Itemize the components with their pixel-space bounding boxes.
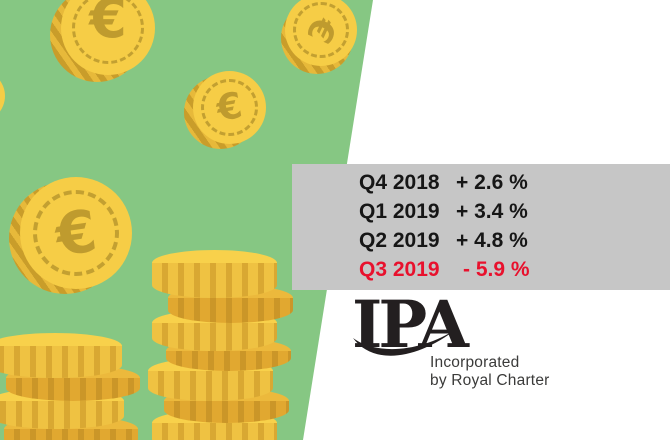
euro-coin-top: € — [50, 0, 155, 82]
ipa-logo-acronym: IPA — [352, 287, 471, 363]
euro-coin-middle: € — [184, 71, 266, 149]
coin-face: € — [285, 0, 357, 66]
quarter-row-negative: Q3 2019 - 5.9 % — [292, 255, 670, 284]
quarter-row: Q2 2019 + 4.8 % — [292, 226, 670, 255]
quarterly-figures-panel: Q4 2018 + 2.6 % Q1 2019 + 3.4 % Q2 2019 + 4… — [292, 164, 670, 290]
coin-face — [0, 70, 5, 122]
ipa-logo: IPA Incorporated by Royal Charter — [352, 287, 582, 397]
ipa-tagline: Incorporated by Royal Charter — [430, 354, 550, 389]
coin-dashed-ring — [33, 190, 119, 276]
euro-coin-left-sliver — [0, 70, 5, 122]
quarter-value: - 5.9 % — [463, 258, 530, 281]
euro-coin-rotated: € — [281, 0, 357, 74]
quarter-label: Q3 2019 — [359, 258, 440, 281]
quarter-value: + 3.4 % — [456, 200, 528, 223]
coin-dashed-ring — [72, 0, 144, 64]
quarter-row: Q4 2018 + 2.6 % — [292, 168, 670, 197]
quarter-value: + 2.6 % — [456, 171, 528, 194]
coin-dashed-ring — [293, 2, 349, 58]
coin-stack-left-coin — [0, 333, 122, 378]
quarter-row: Q1 2019 + 3.4 % — [292, 197, 670, 226]
ipa-tagline-line1: Incorporated — [430, 354, 520, 371]
coin-face: € — [193, 71, 266, 144]
coin-stack-left-coin — [6, 365, 140, 401]
quarter-label: Q1 2019 — [359, 200, 440, 223]
ipa-logo-mark: IPA — [352, 287, 475, 363]
coin-stack-tall-coin — [168, 285, 293, 323]
coin-dashed-ring — [201, 79, 258, 136]
ipa-tagline-line2: by Royal Charter — [430, 371, 550, 389]
quarter-label: Q4 2018 — [359, 171, 440, 194]
euro-coin-large: € — [9, 177, 132, 294]
coin-face: € — [20, 177, 132, 289]
coin-stack-tall-coin — [152, 250, 277, 298]
ipa-logo-swash — [353, 328, 458, 356]
euro-symbol-icon: € — [89, 0, 127, 50]
euro-symbol-icon: € — [51, 196, 101, 270]
coin-face: € — [61, 0, 155, 75]
quarter-value: + 4.8 % — [456, 229, 528, 252]
quarter-label: Q2 2019 — [359, 229, 440, 252]
